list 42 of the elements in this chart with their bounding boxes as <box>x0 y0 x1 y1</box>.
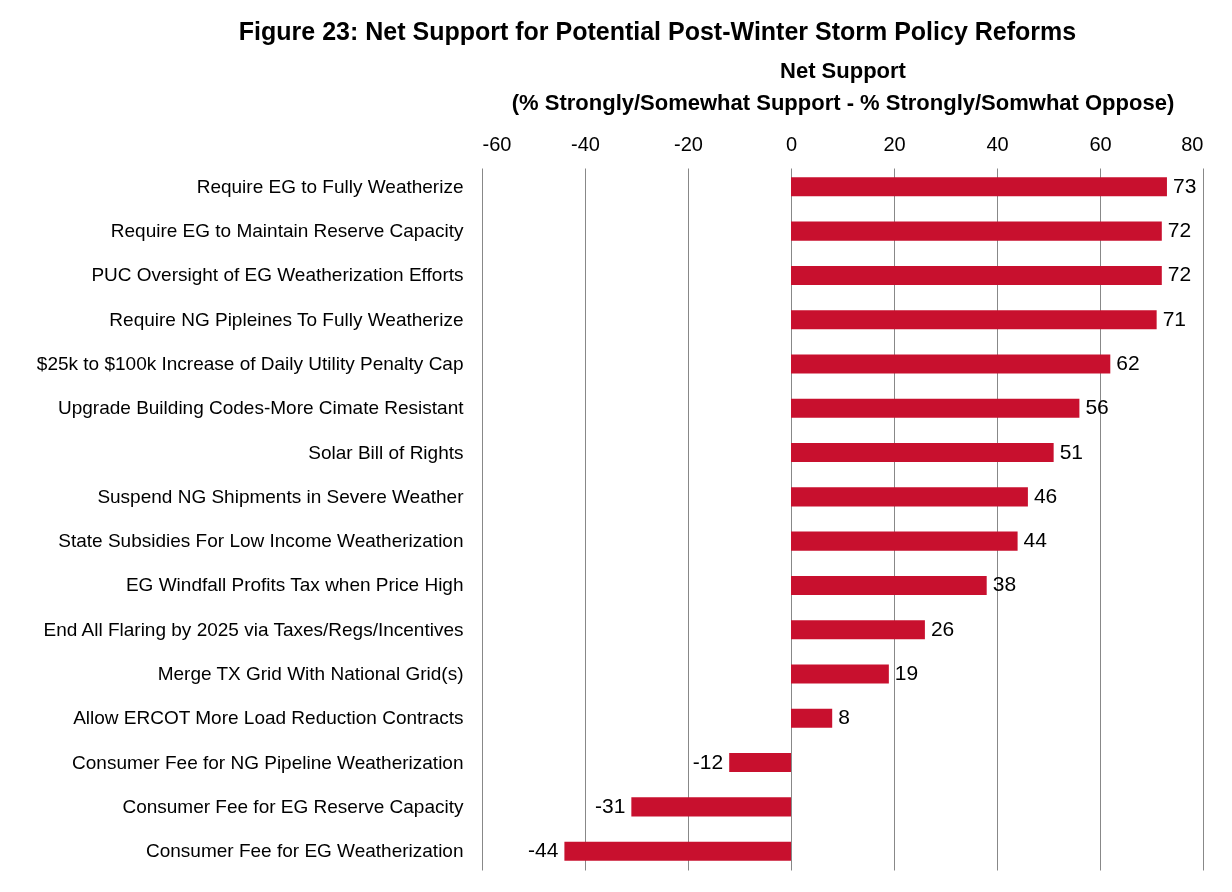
x-tick-label: 60 <box>1089 132 1112 155</box>
y-tick-label: EG Windfall Profits Tax when Price High <box>125 574 464 596</box>
data-label: 8 <box>838 705 850 729</box>
x-tick-label: -20 <box>674 132 703 155</box>
y-tick-label: Require NG Pipleines To Fully Weatherize <box>109 308 464 330</box>
x-tick-label: 20 <box>883 132 906 155</box>
x-tick-label: 40 <box>986 132 1009 155</box>
y-tick-label: Consumer Fee for NG Pipeline Weatherization <box>72 751 464 773</box>
data-label: 44 <box>1023 528 1048 552</box>
y-tick-label: $25k to $100k Increase of Daily Utility Penalty Cap <box>36 352 464 374</box>
data-label: -44 <box>528 838 559 862</box>
y-tick-label: Allow ERCOT More Load Reduction Contracts <box>73 707 464 729</box>
data-label: 38 <box>992 572 1017 596</box>
data-label: -31 <box>594 793 626 817</box>
data-label: 46 <box>1033 483 1058 507</box>
data-label: -12 <box>692 749 724 773</box>
y-tick-label: Suspend NG Shipments in Severe Weather <box>97 485 465 507</box>
data-label: 19 <box>894 661 919 685</box>
data-label: 71 <box>1162 306 1187 330</box>
chart-title: Figure 23: Net Support for Potential Post-Winter Storm Policy Reforms <box>238 17 1077 45</box>
x-tick-label: 0 <box>785 132 798 155</box>
data-label: 62 <box>1116 350 1140 374</box>
x-tick-label: -40 <box>571 132 600 155</box>
y-tick-label: State Subsidies For Low Income Weatherization <box>58 530 464 552</box>
x-axis-title: Net Support (% Strongly/Somewhat Support - % Strongly/Somwhat Oppose) <box>511 57 1175 115</box>
data-label: 56 <box>1085 395 1109 419</box>
y-tick-label: Upgrade Building Codes-More Cimate Resistant <box>57 397 465 419</box>
y-tick-label: Solar Bill of Rights <box>308 441 464 463</box>
y-tick-label: PUC Oversight of EG Weatherization Efforts <box>91 264 464 286</box>
y-tick-label: End All Flaring by 2025 via Taxes/Regs/Incentives <box>43 618 464 640</box>
data-label: 26 <box>930 616 955 640</box>
data-label: 51 <box>1059 439 1084 463</box>
y-tick-label: Consumer Fee for EG Reserve Capacity <box>122 795 464 817</box>
y-tick-label: Require EG to Fully Weatherize <box>196 175 464 197</box>
y-tick-label: Consumer Fee for EG Weatherization <box>145 840 464 862</box>
data-label: 72 <box>1167 218 1192 242</box>
y-tick-label: Require EG to Maintain Reserve Capacity <box>110 220 464 242</box>
y-tick-label: Merge TX Grid With National Grid(s) <box>157 663 464 685</box>
data-label: 73 <box>1172 173 1197 197</box>
x-tick-label: 80 <box>1181 132 1204 155</box>
x-tick-label: -60 <box>482 132 512 155</box>
data-label: 72 <box>1167 262 1192 286</box>
